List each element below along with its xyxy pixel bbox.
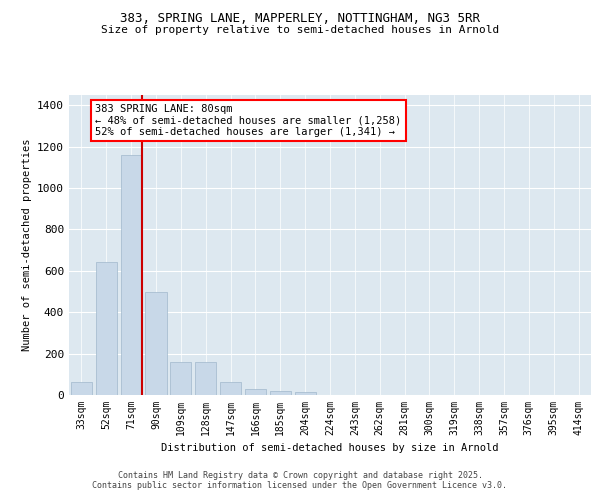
Bar [270,391,291,395]
Bar [71,382,92,395]
Bar [195,362,216,395]
Text: Contains HM Land Registry data © Crown copyright and database right 2025.
Contai: Contains HM Land Registry data © Crown c… [92,470,508,490]
Y-axis label: Number of semi-detached properties: Number of semi-detached properties [22,138,32,352]
Bar [220,382,241,395]
Text: 383, SPRING LANE, MAPPERLEY, NOTTINGHAM, NG3 5RR: 383, SPRING LANE, MAPPERLEY, NOTTINGHAM,… [120,12,480,26]
Text: Size of property relative to semi-detached houses in Arnold: Size of property relative to semi-detach… [101,25,499,35]
Bar [96,262,117,395]
Bar [295,392,316,395]
Bar [121,155,142,395]
Bar [145,292,167,395]
Bar [245,389,266,395]
Text: 383 SPRING LANE: 80sqm
← 48% of semi-detached houses are smaller (1,258)
52% of : 383 SPRING LANE: 80sqm ← 48% of semi-det… [95,104,401,137]
X-axis label: Distribution of semi-detached houses by size in Arnold: Distribution of semi-detached houses by … [161,444,499,454]
Bar [170,362,191,395]
